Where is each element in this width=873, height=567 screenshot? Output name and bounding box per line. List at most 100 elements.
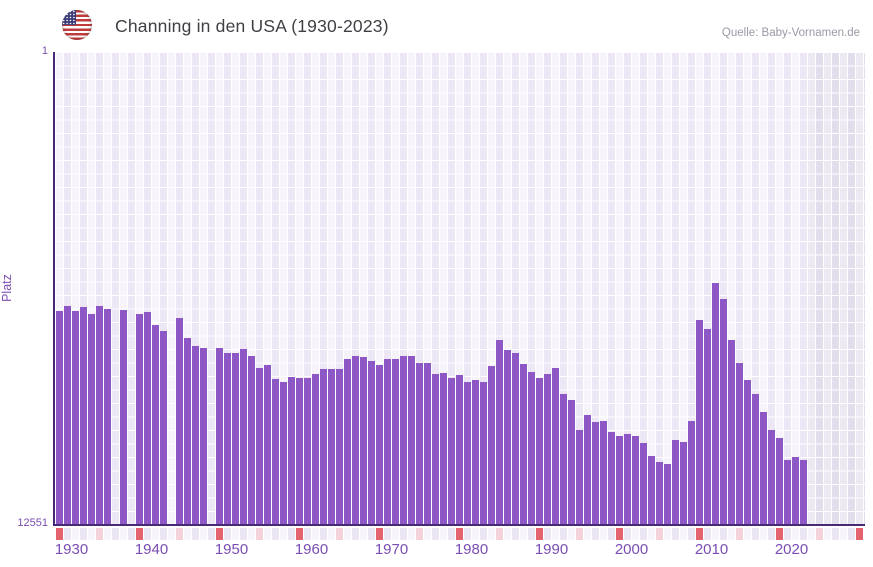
bar-1934[interactable]: [87, 314, 95, 524]
bar-1953[interactable]: [239, 349, 247, 524]
bar-1995[interactable]: [575, 429, 583, 524]
bar-1938[interactable]: [119, 310, 127, 524]
bar-1947[interactable]: [191, 346, 199, 524]
bar-2015[interactable]: [735, 362, 743, 524]
bar-1991[interactable]: [543, 374, 551, 524]
bar-1940[interactable]: [135, 313, 143, 524]
bar-1962[interactable]: [311, 374, 319, 524]
bar-1948[interactable]: [199, 348, 207, 524]
bar-1967[interactable]: [351, 355, 359, 524]
bar-1961[interactable]: [303, 378, 311, 524]
bar-1957[interactable]: [271, 378, 279, 524]
bar-1976[interactable]: [423, 363, 431, 524]
bar-2017[interactable]: [751, 393, 759, 524]
bar-1950[interactable]: [215, 347, 223, 524]
bar-2013[interactable]: [719, 299, 727, 524]
bar-1986[interactable]: [503, 349, 511, 524]
bar-1971[interactable]: [383, 359, 391, 524]
bar-2012[interactable]: [711, 283, 719, 524]
tick-band-cell: [423, 528, 431, 540]
bar-1977[interactable]: [431, 374, 439, 524]
bar-1935[interactable]: [95, 305, 103, 524]
bar-2007[interactable]: [671, 439, 679, 524]
bar-1931[interactable]: [63, 306, 71, 524]
bar-2010[interactable]: [695, 319, 703, 524]
bar-1968[interactable]: [359, 357, 367, 524]
bar-1975[interactable]: [415, 363, 423, 524]
bar-1959[interactable]: [287, 377, 295, 524]
bar-1970[interactable]: [375, 364, 383, 524]
bar-2002[interactable]: [631, 435, 639, 524]
bar-1984[interactable]: [487, 365, 495, 524]
bar-1932[interactable]: [71, 311, 79, 524]
bar-1955[interactable]: [255, 367, 263, 524]
tick-band-cell: [823, 528, 831, 540]
bar-1952[interactable]: [231, 352, 239, 524]
bar-2023[interactable]: [799, 459, 807, 524]
bar-2008[interactable]: [679, 442, 687, 524]
bar-1998[interactable]: [599, 420, 607, 524]
bar-1930[interactable]: [55, 311, 63, 524]
bar-2006[interactable]: [663, 463, 671, 524]
bar-2019[interactable]: [767, 429, 775, 524]
bar-1936[interactable]: [103, 309, 111, 524]
bar-1978[interactable]: [439, 373, 447, 524]
bar-1946[interactable]: [183, 337, 191, 524]
bar-1933[interactable]: [79, 307, 87, 524]
tick-band-cell: [119, 528, 127, 540]
bar-1988[interactable]: [519, 363, 527, 524]
bar-2001[interactable]: [623, 434, 631, 524]
bar-1964[interactable]: [327, 368, 335, 524]
bar-1956[interactable]: [263, 364, 271, 524]
bar-1973[interactable]: [399, 356, 407, 524]
bar-2000[interactable]: [615, 435, 623, 524]
bar-1972[interactable]: [391, 359, 399, 524]
bar-1966[interactable]: [343, 359, 351, 524]
bar-1992[interactable]: [551, 367, 559, 524]
bar-1999[interactable]: [607, 431, 615, 524]
bar-1981[interactable]: [463, 382, 471, 524]
bar-1942[interactable]: [151, 324, 159, 524]
bar-1951[interactable]: [223, 352, 231, 524]
tick-band-cell: [135, 528, 143, 540]
bar-1974[interactable]: [407, 356, 415, 524]
bar-1985[interactable]: [495, 339, 503, 524]
bar-2020[interactable]: [775, 438, 783, 524]
bar-1983[interactable]: [479, 382, 487, 524]
bar-1958[interactable]: [279, 382, 287, 524]
x-tick-label-2000: 2000: [614, 541, 649, 558]
bar-1969[interactable]: [367, 361, 375, 524]
bar-1997[interactable]: [591, 422, 599, 524]
bar-2003[interactable]: [639, 443, 647, 524]
bar-1982[interactable]: [471, 379, 479, 524]
bar-2004[interactable]: [647, 455, 655, 524]
bar-2005[interactable]: [655, 462, 663, 524]
bar-1941[interactable]: [143, 311, 151, 524]
bar-1979[interactable]: [447, 377, 455, 524]
bar-1994[interactable]: [567, 399, 575, 524]
bar-1960[interactable]: [295, 378, 303, 524]
tick-band-cell: [199, 528, 207, 540]
bar-2009[interactable]: [687, 420, 695, 524]
bar-1996[interactable]: [583, 414, 591, 524]
bar-2022[interactable]: [791, 457, 799, 524]
bar-1963[interactable]: [319, 368, 327, 524]
bar-1990[interactable]: [535, 378, 543, 524]
tick-band-cell: [71, 528, 79, 540]
bar-1989[interactable]: [527, 372, 535, 524]
bar-2018[interactable]: [759, 411, 767, 524]
bar-1954[interactable]: [247, 356, 255, 524]
bar-1987[interactable]: [511, 352, 519, 524]
bar-2011[interactable]: [703, 328, 711, 524]
bar-1965[interactable]: [335, 368, 343, 524]
bar-1993[interactable]: [559, 394, 567, 524]
bar-1945[interactable]: [175, 317, 183, 524]
bar-1943[interactable]: [159, 331, 167, 524]
tick-band-cell: [223, 528, 231, 540]
tick-band-cell: [143, 528, 151, 540]
bar-2016[interactable]: [743, 380, 751, 524]
tick-band-cell: [263, 528, 271, 540]
bar-1980[interactable]: [455, 375, 463, 524]
bar-2014[interactable]: [727, 340, 735, 524]
bar-2021[interactable]: [783, 460, 791, 524]
